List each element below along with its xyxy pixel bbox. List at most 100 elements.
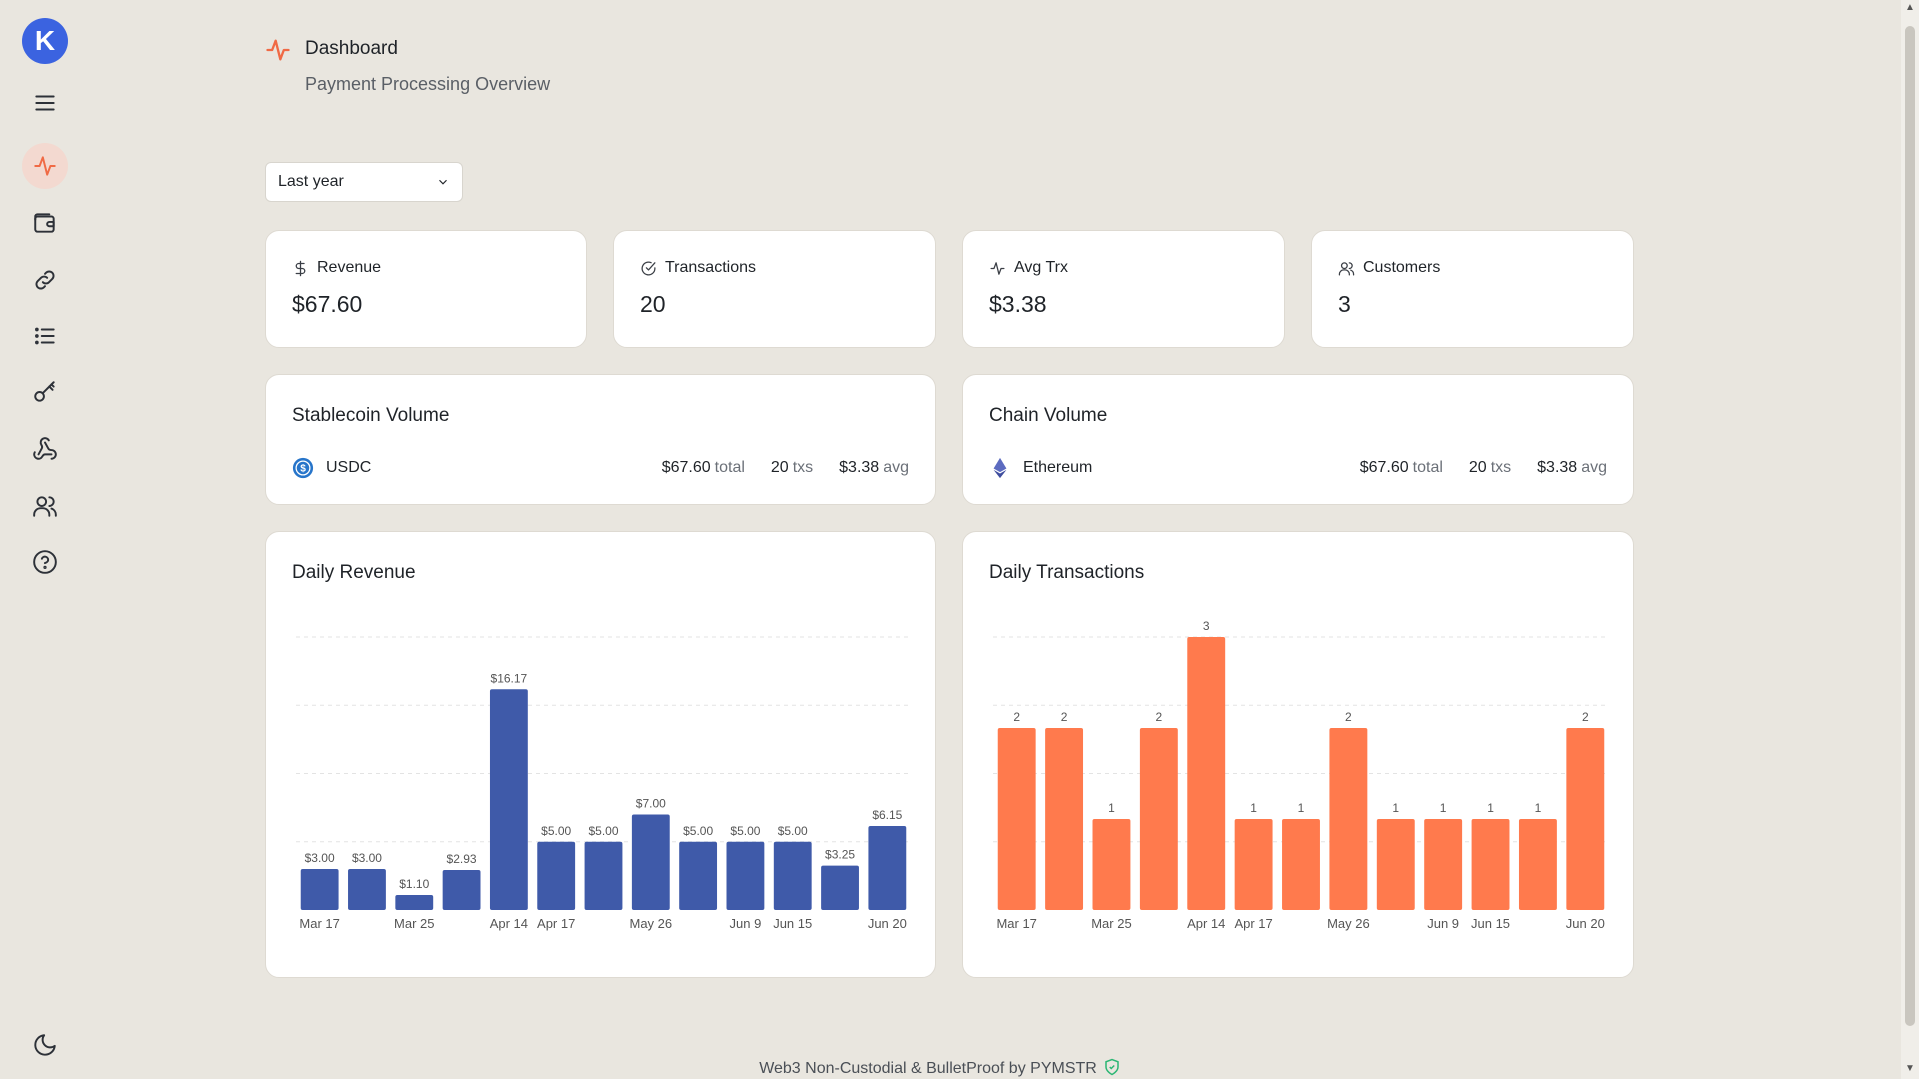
page-subtitle: Payment Processing Overview — [305, 74, 551, 94]
data-label: 2 — [1156, 710, 1163, 724]
x-tick-label: May 26 — [629, 916, 672, 931]
card-title: Chain Volume — [989, 405, 1108, 426]
chart-bar[interactable] — [821, 865, 859, 910]
x-tick-label: Jun 9 — [730, 916, 762, 931]
data-label: $3.00 — [305, 851, 335, 865]
chart-bar[interactable] — [395, 894, 434, 910]
stat-card-customers: Customers 3 — [1311, 230, 1634, 348]
chart-bar[interactable] — [868, 826, 907, 910]
link-icon — [35, 270, 55, 290]
svg-text:$: $ — [300, 464, 306, 475]
theme-toggle[interactable] — [22, 1022, 68, 1068]
key-icon — [34, 381, 55, 402]
chart-bar[interactable] — [300, 869, 339, 910]
x-tick-label: Apr 17 — [537, 916, 575, 931]
data-label: 2 — [1345, 710, 1352, 724]
sidebar-item-help[interactable] — [22, 539, 68, 585]
volume-row: Ethereum $67.60 total 20 txs $3.38 avg — [989, 455, 1607, 481]
chart-bar[interactable] — [1424, 819, 1463, 910]
sidebar-item-customers[interactable] — [22, 483, 68, 529]
help-icon — [33, 550, 57, 574]
app-logo[interactable]: K — [22, 18, 68, 64]
sidebar-item-dashboard[interactable] — [22, 143, 68, 189]
daily-transactions-card: Daily Transactions 2 Mar 17 2 1 Mar 25 2 3 Apr … — [962, 531, 1634, 978]
date-range-select[interactable]: Last year — [265, 162, 463, 202]
chart-bar[interactable] — [1234, 819, 1273, 910]
data-label: $5.00 — [541, 824, 571, 838]
chart-bar[interactable] — [584, 841, 623, 910]
data-label: 1 — [1487, 801, 1494, 815]
chart-bar[interactable] — [1518, 819, 1557, 910]
stat-label: Customers — [1363, 259, 1441, 276]
data-label: $5.00 — [778, 824, 808, 838]
chart-bar[interactable] — [997, 728, 1036, 910]
scroll-up-arrow[interactable]: ▲ — [1905, 2, 1915, 13]
daily-revenue-chart: $3.00 Mar 17 $3.00 $1.10 Mar 25 $2.93 $16.17 Ap… — [296, 636, 911, 931]
data-label: $5.00 — [730, 824, 760, 838]
data-label: $16.17 — [491, 671, 528, 685]
stablecoin-volume-card: Stablecoin Volume $ USDC $67.60 total 20 t… — [265, 374, 936, 505]
stat-label: Avg Trx — [1014, 259, 1068, 276]
data-label: 1 — [1298, 801, 1305, 815]
chart-title: Daily Transactions — [989, 562, 1145, 583]
scrollbar[interactable]: ▲ ▼ — [1901, 0, 1919, 1079]
stat-card-transactions: Transactions 20 — [613, 230, 936, 348]
sidebar-item-transactions[interactable] — [22, 313, 68, 359]
chart-bar[interactable] — [1092, 819, 1131, 910]
data-label: $2.93 — [447, 852, 477, 866]
x-tick-label: Jun 9 — [1427, 916, 1459, 931]
x-tick-label: Mar 17 — [299, 916, 339, 931]
dollar-icon — [295, 260, 306, 276]
chart-bar[interactable] — [1329, 728, 1368, 910]
scroll-down-arrow[interactable]: ▼ — [1905, 1063, 1915, 1074]
menu-icon[interactable] — [22, 80, 68, 126]
stat-value: $3.38 — [989, 291, 1047, 317]
chart-bar[interactable] — [1139, 728, 1178, 910]
sidebar-item-webhooks[interactable] — [22, 426, 68, 472]
data-label: $5.00 — [588, 824, 618, 838]
chart-bar[interactable] — [773, 841, 812, 910]
daily-transactions-chart: 2 Mar 17 2 1 Mar 25 2 3 Apr 14 1 Apr 17 1 2 May 26 1 1… — [993, 619, 1609, 931]
chart-bar[interactable] — [1471, 819, 1510, 910]
chart-bar[interactable] — [1376, 819, 1415, 910]
chart-bar[interactable] — [489, 689, 528, 910]
chart-bar[interactable] — [1282, 819, 1320, 910]
stat-value: $67.60 — [292, 291, 363, 317]
chain-volume-card: Chain Volume Ethereum $67.60 total 20 txs … — [962, 374, 1634, 505]
data-label: 3 — [1203, 619, 1210, 633]
x-tick-label: Jun 20 — [1566, 916, 1605, 931]
sidebar-item-api-keys[interactable] — [22, 369, 68, 415]
data-label: $3.25 — [825, 848, 855, 862]
data-label: 1 — [1392, 801, 1399, 815]
stat-label: Transactions — [665, 259, 756, 276]
sidebar-item-wallet[interactable] — [22, 200, 68, 246]
shield-check-icon — [1105, 1058, 1119, 1076]
sidebar-item-links[interactable] — [22, 257, 68, 303]
chevron-down-icon — [436, 175, 450, 189]
chart-bar[interactable] — [631, 814, 670, 910]
stat-value: 20 — [640, 291, 666, 317]
footer-text: Web3 Non-Custodial & BulletProof by PYMS… — [759, 1060, 1097, 1077]
activity-icon — [34, 156, 56, 176]
data-label: $1.10 — [399, 877, 429, 891]
volume-avg: $3.38 — [1537, 459, 1578, 476]
users-icon — [1338, 261, 1355, 276]
chart-bar[interactable] — [1045, 728, 1084, 910]
footer: Web3 Non-Custodial & BulletProof by PYMS… — [0, 1058, 1880, 1078]
chart-bar[interactable] — [348, 869, 386, 910]
data-label: 2 — [1061, 710, 1068, 724]
moon-icon — [34, 1034, 56, 1056]
chart-bar[interactable] — [537, 841, 576, 910]
stat-card-revenue: Revenue $67.60 — [265, 230, 587, 348]
data-label: 1 — [1108, 801, 1115, 815]
scrollbar-thumb[interactable] — [1905, 26, 1915, 1026]
x-tick-label: Mar 25 — [394, 916, 434, 931]
chart-bar[interactable] — [1187, 637, 1226, 910]
chart-bar[interactable] — [726, 841, 765, 910]
activity-icon — [264, 36, 292, 64]
chart-bar[interactable] — [679, 841, 718, 910]
data-label: $3.00 — [352, 851, 382, 865]
chart-bar[interactable] — [442, 870, 481, 910]
daily-revenue-card: Daily Revenue $3.00 Mar 17 $3.00 $1.10 Mar 2… — [265, 531, 936, 978]
chart-bar[interactable] — [1566, 728, 1605, 910]
